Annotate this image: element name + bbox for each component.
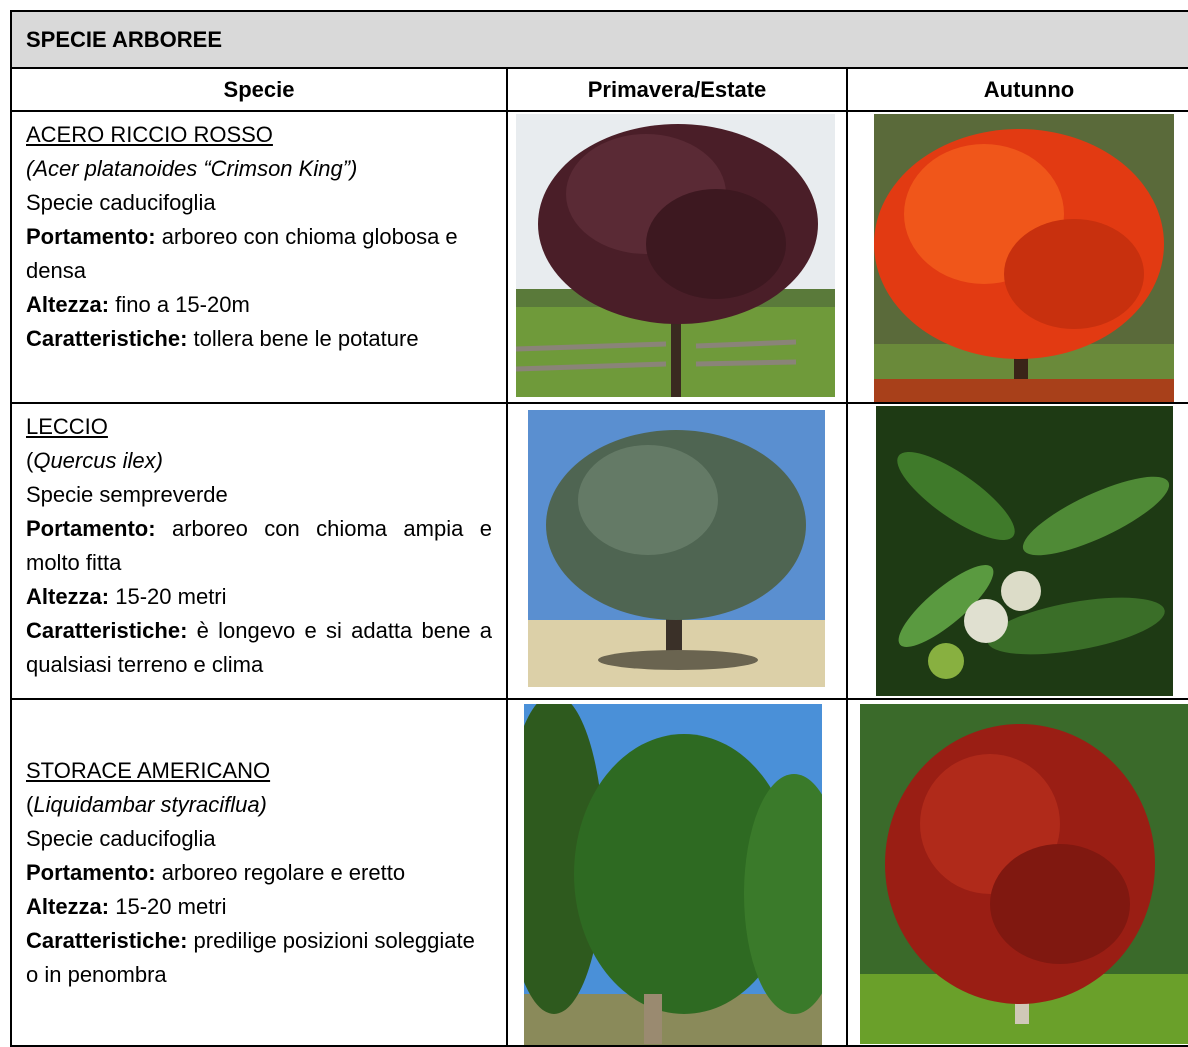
field-label: Caratteristiche: (26, 927, 188, 953)
field-label: Altezza: (26, 893, 110, 919)
field: Portamento: arboreo regolare e eretto (26, 856, 492, 890)
field-label: Altezza: (26, 584, 110, 609)
photo-holm-oak-summer (528, 410, 825, 687)
field-text: arboreo regolare e eretto (161, 859, 406, 885)
field: Altezza: 15-20 metri (26, 890, 492, 924)
leaf-type: Specie caducifoglia (26, 825, 216, 851)
leaf-type: Specie sempreverde (26, 482, 228, 507)
field-text: tollera bene le potature (193, 326, 419, 351)
photo-holm-oak-leaves (876, 406, 1173, 696)
field: Altezza: fino a 15-20m (26, 288, 492, 322)
image-cell (506, 110, 848, 404)
species-cell: ACERO RICCIO ROSSO (Acer platanoides “Cri… (10, 110, 508, 404)
latin-name: (Quercus ilex) (26, 444, 492, 478)
field-text: è longevo e si adatta bene a qualsiasi t… (26, 618, 492, 677)
field: Caratteristiche: tollera bene le potatur… (26, 322, 492, 356)
field-text: 15-20 metri (115, 893, 227, 919)
latin-name: (Acer platanoides “Crimson King”) (26, 152, 492, 186)
field-label: Portamento: (26, 224, 156, 249)
column-header: Primavera/Estate (506, 67, 848, 112)
latin-name: (Liquidambar styraciflua) (26, 788, 492, 822)
field: Altezza: 15-20 metri (26, 580, 492, 614)
latin-part: ( (26, 448, 34, 473)
field: Caratteristiche: è longevo e si adatta b… (26, 614, 492, 682)
latin-part: (Acer platanoides “Crimson King”) (26, 156, 358, 181)
field-text: predilige posizioni soleggiate o in peno… (26, 927, 475, 987)
photo-sweetgum-summer (524, 704, 822, 1045)
species-name: STORACE AMERICANO (26, 757, 271, 783)
table-title: SPECIE ARBOREE (10, 10, 1188, 69)
species-cell: STORACE AMERICANO (Liquidambar styraciflu… (10, 698, 508, 1047)
field: Portamento: arboreo con chioma globosa e… (26, 220, 492, 288)
image-cell (506, 402, 848, 700)
field-text: 15-20 metri (115, 584, 227, 609)
species-name-line: ACERO RICCIO ROSSO (26, 118, 492, 152)
field-label: Caratteristiche: (26, 618, 188, 643)
field-label: Caratteristiche: (26, 326, 188, 351)
image-cell (846, 110, 1188, 404)
image-cell (506, 698, 848, 1047)
photo-maple-autumn (874, 114, 1174, 402)
column-header: Autunno (846, 67, 1188, 112)
latin-part: Quercus ilex) (33, 448, 163, 473)
field: Portamento: arboreo con chioma ampia e m… (26, 512, 492, 580)
field-label: Portamento: (26, 859, 156, 885)
photo-maple-summer (516, 114, 835, 397)
field-text: arboreo con chioma globosa e densa (26, 224, 458, 283)
column-header: Specie (10, 67, 508, 112)
field-text: arboreo con chioma ampia e molto fitta (26, 516, 492, 575)
field-label: Portamento: (26, 516, 156, 541)
leaf-type: Specie caducifoglia (26, 190, 216, 215)
species-name-line: STORACE AMERICANO (26, 754, 492, 788)
latin-part: ( (26, 791, 34, 817)
species-name: LECCIO (26, 414, 108, 439)
field-text: fino a 15-20m (115, 292, 250, 317)
species-name-line: LECCIO (26, 410, 492, 444)
species-name: ACERO RICCIO ROSSO (26, 122, 273, 147)
photo-sweetgum-autumn (860, 704, 1188, 1044)
species-cell: LECCIO (Quercus ilex) Specie sempreverde Po… (10, 402, 508, 700)
image-cell (846, 698, 1188, 1047)
species-table: SPECIE ARBOREE Specie Primavera/Estate A… (10, 10, 1188, 1047)
latin-part: Liquidambar styraciflua) (33, 791, 267, 817)
field: Caratteristiche: predilige posizioni sol… (26, 924, 492, 992)
image-cell (846, 402, 1188, 700)
field-label: Altezza: (26, 292, 110, 317)
